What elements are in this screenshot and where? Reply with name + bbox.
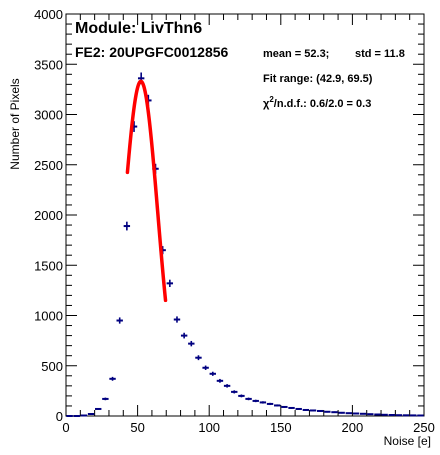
- data-point: [223, 384, 231, 388]
- module-title: Module: LivThn6: [75, 20, 202, 37]
- data-point: [331, 411, 338, 414]
- y-tick-label: 1000: [34, 309, 63, 324]
- y-tick-label: 0: [56, 409, 63, 424]
- data-point: [95, 407, 102, 410]
- data-point: [338, 411, 345, 414]
- data-point: [245, 397, 252, 401]
- x-tick-labels: 0 50 100 150 200 250: [62, 420, 434, 435]
- data-point: [259, 401, 267, 404]
- y-tick-label: 2000: [34, 208, 63, 223]
- data-point: [288, 406, 295, 409]
- y-axis-title: Number of Pixels: [8, 78, 22, 169]
- data-points: [66, 72, 424, 417]
- x-tick-label: 250: [413, 420, 435, 435]
- x-axis-title: Noise [e]: [384, 434, 431, 448]
- data-point: [316, 409, 324, 412]
- data-point: [274, 404, 281, 407]
- data-point: [209, 371, 216, 376]
- data-point: [216, 378, 224, 383]
- data-point: [180, 332, 188, 339]
- chi2-rest: /n.d.f.: 0.6/2.0 = 0.3: [274, 98, 372, 110]
- fit-curve: [125, 79, 168, 303]
- x-tick-label: 200: [342, 420, 364, 435]
- x-tick-label: 0: [62, 420, 69, 435]
- data-point: [266, 402, 274, 406]
- y-tick-labels: 0 500 1000 1500 2000 2500 3000 3500 4000: [34, 7, 63, 424]
- y-tick-label: 3000: [34, 108, 63, 123]
- std-value: std = 11.8: [355, 48, 405, 60]
- data-point: [123, 221, 131, 231]
- mean-value: mean = 52.3;: [263, 48, 329, 60]
- data-point: [195, 355, 202, 361]
- data-point: [202, 365, 209, 370]
- data-point: [295, 407, 302, 410]
- data-point: [309, 409, 317, 412]
- x-tick-label: 150: [270, 420, 292, 435]
- y-tick-label: 2500: [34, 158, 63, 173]
- y-tick-label: 1500: [34, 258, 63, 273]
- y-tick-label: 3500: [34, 57, 63, 72]
- data-point: [302, 408, 310, 411]
- x-tick-label: 100: [198, 420, 220, 435]
- y-tick-label: 500: [41, 359, 63, 374]
- data-point: [188, 340, 195, 347]
- data-point: [166, 279, 174, 287]
- data-point: [102, 397, 109, 401]
- fit-range: Fit range: (42.9, 69.5): [263, 73, 373, 85]
- data-point: [116, 317, 123, 324]
- x-tick-label: 50: [130, 420, 144, 435]
- data-point: [281, 405, 288, 408]
- data-point: [231, 390, 238, 394]
- chi2-superscript: 2: [269, 95, 274, 104]
- y-tick-label: 4000: [34, 7, 63, 22]
- chi2-ndf: χ2/n.d.f.: 0.6/2.0 = 0.3: [263, 95, 371, 110]
- data-point: [109, 376, 116, 381]
- fe-subtitle: FE2: 20UPGFC0012856: [75, 44, 229, 60]
- data-point: [173, 316, 181, 323]
- data-point: [324, 410, 331, 413]
- data-point: [238, 394, 245, 398]
- data-point: [252, 399, 259, 403]
- chi2-symbol: χ: [263, 98, 270, 110]
